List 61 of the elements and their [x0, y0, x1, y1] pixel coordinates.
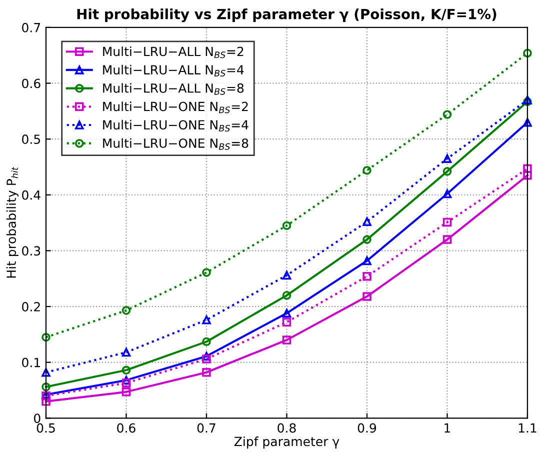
legend-label: Multi−LRU−ONE N$_{BS}$=4	[103, 120, 248, 132]
point	[442, 154, 452, 163]
x-axis-title: Zipf parameter γ	[234, 436, 340, 449]
legend-label: Multi−LRU−ONE N$_{BS}$=8	[103, 138, 248, 150]
legend-label: Multi−LRU−ALL N$_{BS}$=2	[103, 46, 244, 58]
y-tick-label: 0	[34, 414, 40, 424]
point	[202, 354, 211, 364]
legend-label: Multi−LRU−ONE N$_{BS}$=2	[103, 102, 248, 114]
point	[442, 235, 452, 244]
point	[122, 366, 131, 375]
x-tick-label: 0.9	[358, 423, 376, 433]
x-tick-label: 0.7	[197, 423, 216, 433]
x-tick-label: 0.8	[278, 423, 296, 433]
legend-label: Multi−LRU−ALL N$_{BS}$=4	[103, 64, 244, 77]
point	[122, 376, 131, 385]
x-tick-label: 0.6	[117, 423, 136, 433]
point	[362, 272, 372, 281]
point	[202, 368, 211, 377]
point	[362, 166, 372, 175]
point	[282, 270, 292, 280]
point	[523, 170, 532, 180]
point	[122, 378, 131, 388]
point	[523, 164, 532, 174]
point	[282, 290, 292, 300]
point	[442, 189, 452, 198]
point	[202, 337, 211, 346]
point	[442, 218, 452, 227]
x-tick-label: 1	[444, 423, 450, 433]
y-tick-label: 0.3	[22, 246, 40, 256]
chart-title: Hit probability vs Zipf parameter γ (Poisson, K/F=1%)	[77, 8, 496, 22]
point	[202, 316, 211, 324]
y-tick-label: 0.1	[22, 358, 40, 368]
point	[362, 292, 372, 301]
y-axis-title: Hit probability P$_{hit}$	[6, 166, 18, 278]
point	[42, 368, 50, 377]
point	[523, 118, 532, 127]
point	[202, 352, 211, 361]
y-tick-label: 0.2	[22, 302, 40, 312]
point	[362, 217, 372, 226]
x-tick-label: 1.1	[518, 423, 536, 433]
point	[362, 235, 372, 244]
y-tick-label: 0.7	[22, 22, 40, 32]
point	[42, 382, 50, 392]
point	[442, 167, 452, 176]
point	[282, 221, 292, 230]
y-tick-label: 0.4	[22, 190, 40, 200]
point	[122, 348, 131, 357]
point	[42, 332, 50, 342]
point	[282, 336, 292, 344]
x-tick-label: 0.5	[36, 423, 55, 433]
point	[122, 388, 131, 396]
point	[122, 306, 131, 315]
point	[202, 268, 211, 277]
legend-label: Multi−LRU−ALL N$_{BS}$=8	[103, 83, 244, 95]
point	[362, 256, 372, 266]
y-tick-label: 0.5	[22, 134, 40, 144]
point	[282, 308, 292, 318]
y-tick-label: 0.6	[22, 78, 40, 88]
point	[282, 318, 292, 327]
point	[523, 48, 532, 58]
point	[442, 110, 452, 119]
